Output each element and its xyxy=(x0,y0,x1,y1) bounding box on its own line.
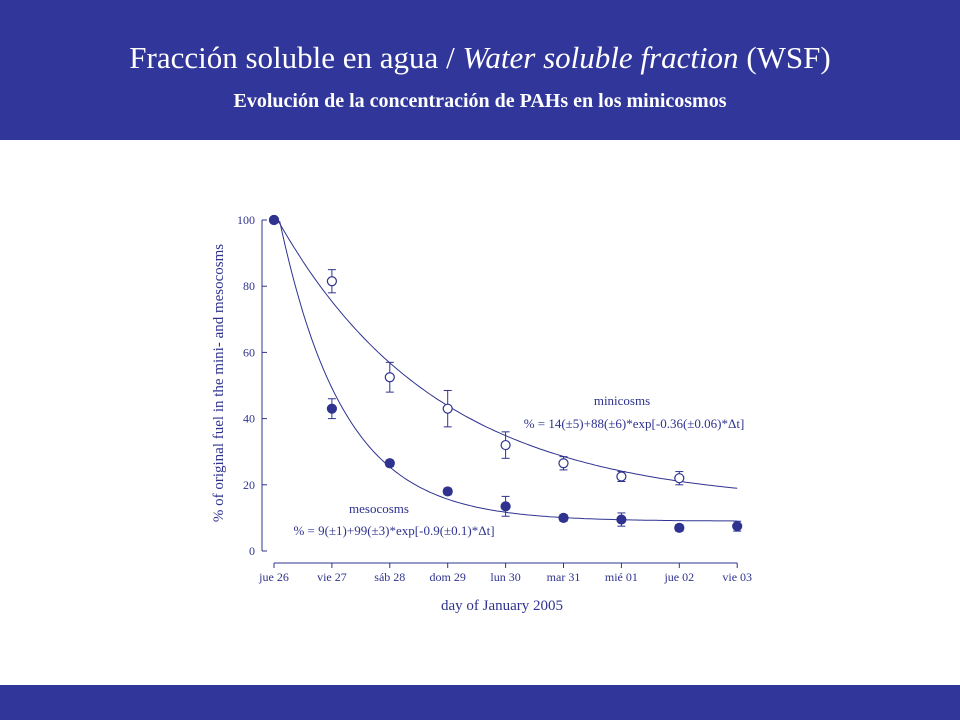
mesocosms-series-name: mesocosms xyxy=(349,501,409,516)
y-tick-label: 80 xyxy=(243,279,255,293)
mesocosms-point xyxy=(500,501,511,512)
title-suffix: (WSF) xyxy=(738,40,831,75)
minicosms-point xyxy=(384,372,395,383)
title-spanish: Fracción soluble en agua / xyxy=(129,40,463,75)
header-band xyxy=(0,0,960,140)
minicosms-point xyxy=(674,473,685,484)
minicosms-point xyxy=(326,276,337,287)
data-points xyxy=(268,214,743,533)
mesocosms-point xyxy=(442,486,453,497)
x-tick-label: mar 31 xyxy=(547,570,581,584)
mesocosms-point xyxy=(674,522,685,533)
x-tick-label: jue 26 xyxy=(258,570,289,584)
mesocosms-point xyxy=(558,512,569,524)
y-axis-label: % of original fuel in the mini- and meso… xyxy=(211,244,227,522)
x-tick-label: jue 02 xyxy=(663,570,694,584)
page-subtitle: Evolución de la concentración de PAHs en… xyxy=(233,90,727,112)
mesocosms-point xyxy=(732,521,743,532)
x-tick-label: mié 01 xyxy=(605,570,638,584)
mesocosms-point xyxy=(268,214,280,226)
y-tick-label: 20 xyxy=(243,478,255,492)
mesocosms-equation: % = 9(±1)+99(±3)*exp[-0.9(±0.1)*Δt] xyxy=(293,523,494,538)
minicosms-point xyxy=(616,471,627,482)
minicosms-point xyxy=(442,403,453,414)
page-title: Fracción soluble en agua / Water soluble… xyxy=(0,38,960,78)
x-tick-label: lun 30 xyxy=(490,570,520,584)
x-axis-label: day of January 2005 xyxy=(441,598,563,614)
minicosms-point xyxy=(500,439,511,451)
mesocosms-fit-curve xyxy=(274,219,738,522)
y-tick-label: 60 xyxy=(243,345,255,359)
x-tick-label: vie 03 xyxy=(722,570,752,584)
y-tick-label: 100 xyxy=(237,213,255,227)
minicosms-point xyxy=(558,458,569,469)
minicosms-series-name: minicosms xyxy=(594,393,650,408)
fit-curves xyxy=(274,219,738,522)
mesocosms-point xyxy=(384,458,395,469)
x-tick-label: dom 29 xyxy=(430,570,466,584)
minicosms-equation: % = 14(±5)+88(±6)*exp[-0.36(±0.06)*Δt] xyxy=(524,416,745,431)
x-tick-label: vie 27 xyxy=(317,570,347,584)
chart-axes: 0 20 40 60 80 100 jue 26 vie 27 sáb 28 dom 29 lun … xyxy=(237,213,752,584)
title-english: Water soluble fraction xyxy=(462,40,739,75)
x-tick-label: sáb 28 xyxy=(374,570,405,584)
y-tick-label: 40 xyxy=(243,412,255,426)
chart-labels: day of January 2005 % of original fuel i… xyxy=(211,244,744,614)
mesocosms-point xyxy=(326,403,337,414)
mesocosms-point xyxy=(616,514,627,525)
y-tick-label: 0 xyxy=(249,544,255,558)
footer-band xyxy=(0,685,960,720)
